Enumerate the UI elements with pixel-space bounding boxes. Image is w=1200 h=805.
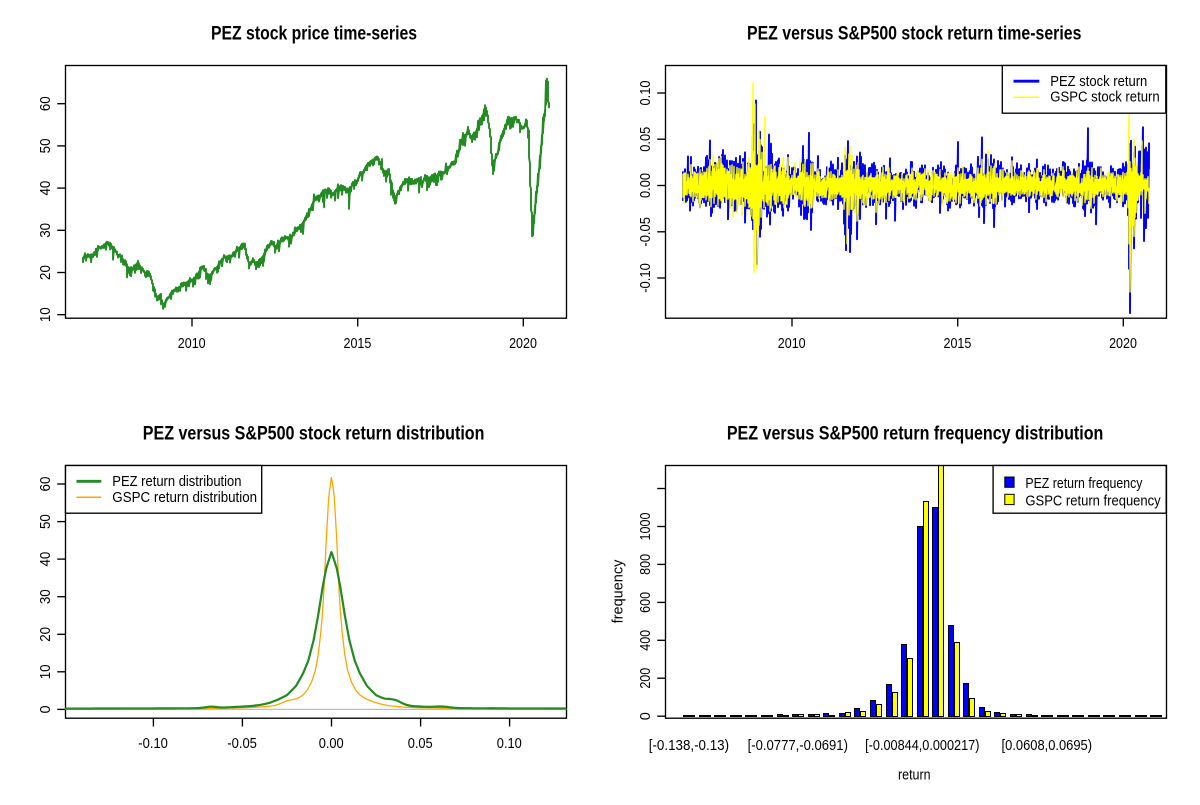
svg-text:0.00: 0.00	[319, 736, 344, 752]
svg-text:10: 10	[38, 307, 54, 322]
svg-text:40: 40	[38, 552, 54, 567]
svg-text:30: 30	[38, 223, 54, 238]
svg-text:10: 10	[38, 664, 54, 679]
svg-text:PEZ versus S&P500 stock return: PEZ versus S&P500 stock return time-seri…	[747, 23, 1081, 44]
svg-text:PEZ versus S&P500 return frequ: PEZ versus S&P500 return frequency distr…	[727, 423, 1104, 444]
svg-text:PEZ versus S&P500 stock return: PEZ versus S&P500 stock return distribut…	[143, 423, 485, 444]
svg-text:GSPC return frequency: GSPC return frequency	[1025, 493, 1161, 509]
svg-text:0.05: 0.05	[408, 736, 433, 752]
svg-text:60: 60	[38, 477, 54, 492]
svg-text:2010: 2010	[778, 336, 806, 352]
svg-text:return: return	[898, 768, 931, 784]
svg-text:600: 600	[638, 592, 654, 613]
svg-text:frequency: frequency	[611, 559, 627, 623]
svg-text:GSPC stock return: GSPC stock return	[1050, 90, 1159, 106]
svg-text:0.10: 0.10	[638, 81, 654, 106]
svg-text:50: 50	[38, 138, 54, 153]
svg-text:2020: 2020	[1109, 336, 1137, 352]
svg-text:2020: 2020	[509, 336, 537, 352]
svg-text:-0.05: -0.05	[227, 736, 257, 752]
svg-text:-0.10: -0.10	[138, 736, 168, 752]
svg-text:400: 400	[638, 630, 654, 651]
svg-text:800: 800	[638, 554, 654, 575]
svg-text:GSPC return distribution: GSPC return distribution	[112, 490, 257, 506]
svg-text:20: 20	[38, 265, 54, 280]
svg-text:40: 40	[38, 181, 54, 196]
svg-text:20: 20	[38, 627, 54, 642]
svg-text:30: 30	[38, 589, 54, 604]
svg-text:[-0.138,-0.13): [-0.138,-0.13)	[649, 738, 729, 754]
svg-text:PEZ stock price time-series: PEZ stock price time-series	[211, 23, 417, 44]
svg-text:0.05: 0.05	[638, 127, 654, 152]
svg-text:PEZ return distribution: PEZ return distribution	[112, 474, 241, 490]
svg-text:0.10: 0.10	[497, 736, 522, 752]
svg-text:0: 0	[38, 705, 54, 713]
svg-text:200: 200	[638, 668, 654, 689]
svg-text:[-0.00844,0.000217): [-0.00844,0.000217)	[865, 738, 979, 754]
svg-text:-0.10: -0.10	[638, 263, 654, 293]
svg-text:0.00: 0.00	[638, 173, 654, 198]
svg-text:60: 60	[38, 96, 54, 111]
svg-text:[0.0608,0.0695): [0.0608,0.0695)	[1002, 738, 1093, 754]
svg-text:2015: 2015	[344, 336, 372, 352]
svg-text:1000: 1000	[638, 513, 654, 541]
svg-text:2015: 2015	[944, 336, 972, 352]
svg-text:PEZ return frequency: PEZ return frequency	[1025, 476, 1143, 492]
svg-text:2010: 2010	[178, 336, 206, 352]
svg-text:50: 50	[38, 514, 54, 529]
svg-text:-0.05: -0.05	[638, 217, 654, 247]
svg-text:[-0.0777,-0.0691): [-0.0777,-0.0691)	[748, 738, 848, 754]
svg-text:0: 0	[638, 712, 654, 720]
svg-text:PEZ stock return: PEZ stock return	[1050, 74, 1147, 90]
